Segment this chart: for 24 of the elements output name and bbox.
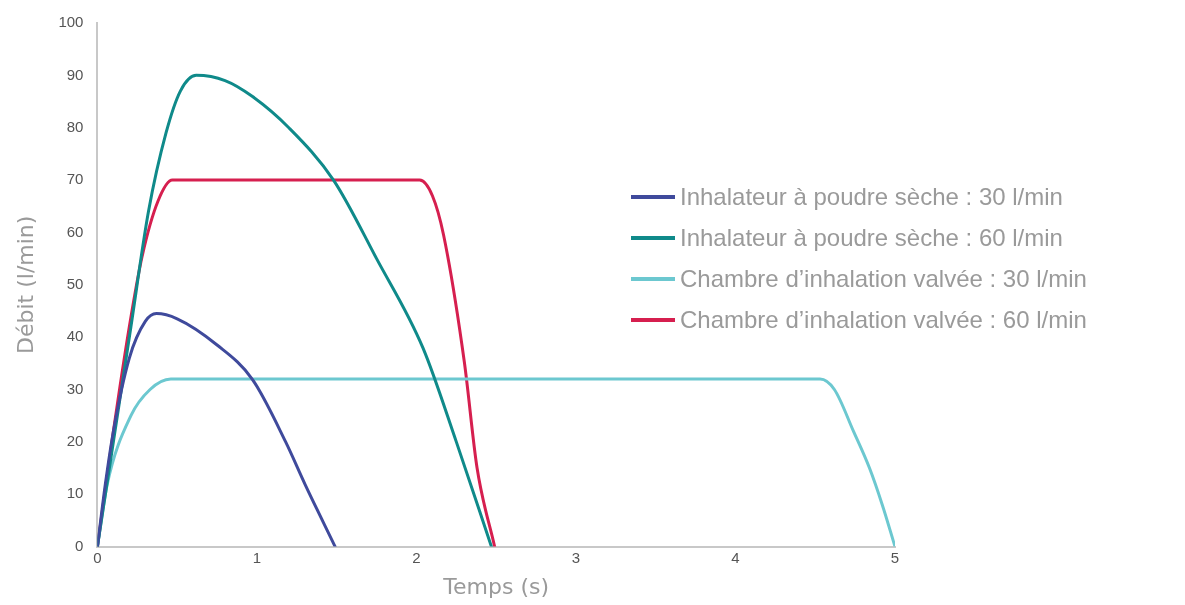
y-tick-label: 0	[75, 536, 84, 554]
x-tick-label: 0	[93, 548, 102, 566]
y-tick-label: 100	[58, 13, 84, 31]
y-tick-label: 60	[66, 222, 84, 240]
y-tick-label: 50	[66, 274, 84, 292]
x-tick-label: 2	[412, 548, 421, 566]
y-axis-title: Débit (l/min)	[12, 215, 38, 354]
legend-label: Inhalateur à poudre sèche : 30 l/min	[680, 182, 1063, 212]
legend-label: Chambre d’inhalation valvée : 60 l/min	[680, 305, 1087, 335]
y-tick-label: 90	[66, 65, 84, 83]
y-tick-label: 30	[66, 379, 84, 397]
y-tick-label: 40	[66, 327, 84, 345]
x-axis-title: Temps (s)	[442, 573, 550, 599]
legend-label: Chambre d’inhalation valvée : 30 l/min	[680, 264, 1087, 294]
line-series	[97, 312, 337, 547]
x-tick-label: 5	[890, 548, 900, 566]
x-tick-label: 3	[571, 548, 581, 566]
y-tick-label: 10	[66, 484, 84, 502]
legend-label: Inhalateur à poudre sèche : 60 l/min	[680, 223, 1063, 253]
y-tick-label: 70	[66, 170, 84, 188]
y-tick-label: 20	[66, 432, 84, 450]
x-tick-label: 1	[252, 548, 262, 566]
y-tick-label: 80	[66, 117, 84, 135]
x-tick-label: 4	[731, 548, 740, 566]
